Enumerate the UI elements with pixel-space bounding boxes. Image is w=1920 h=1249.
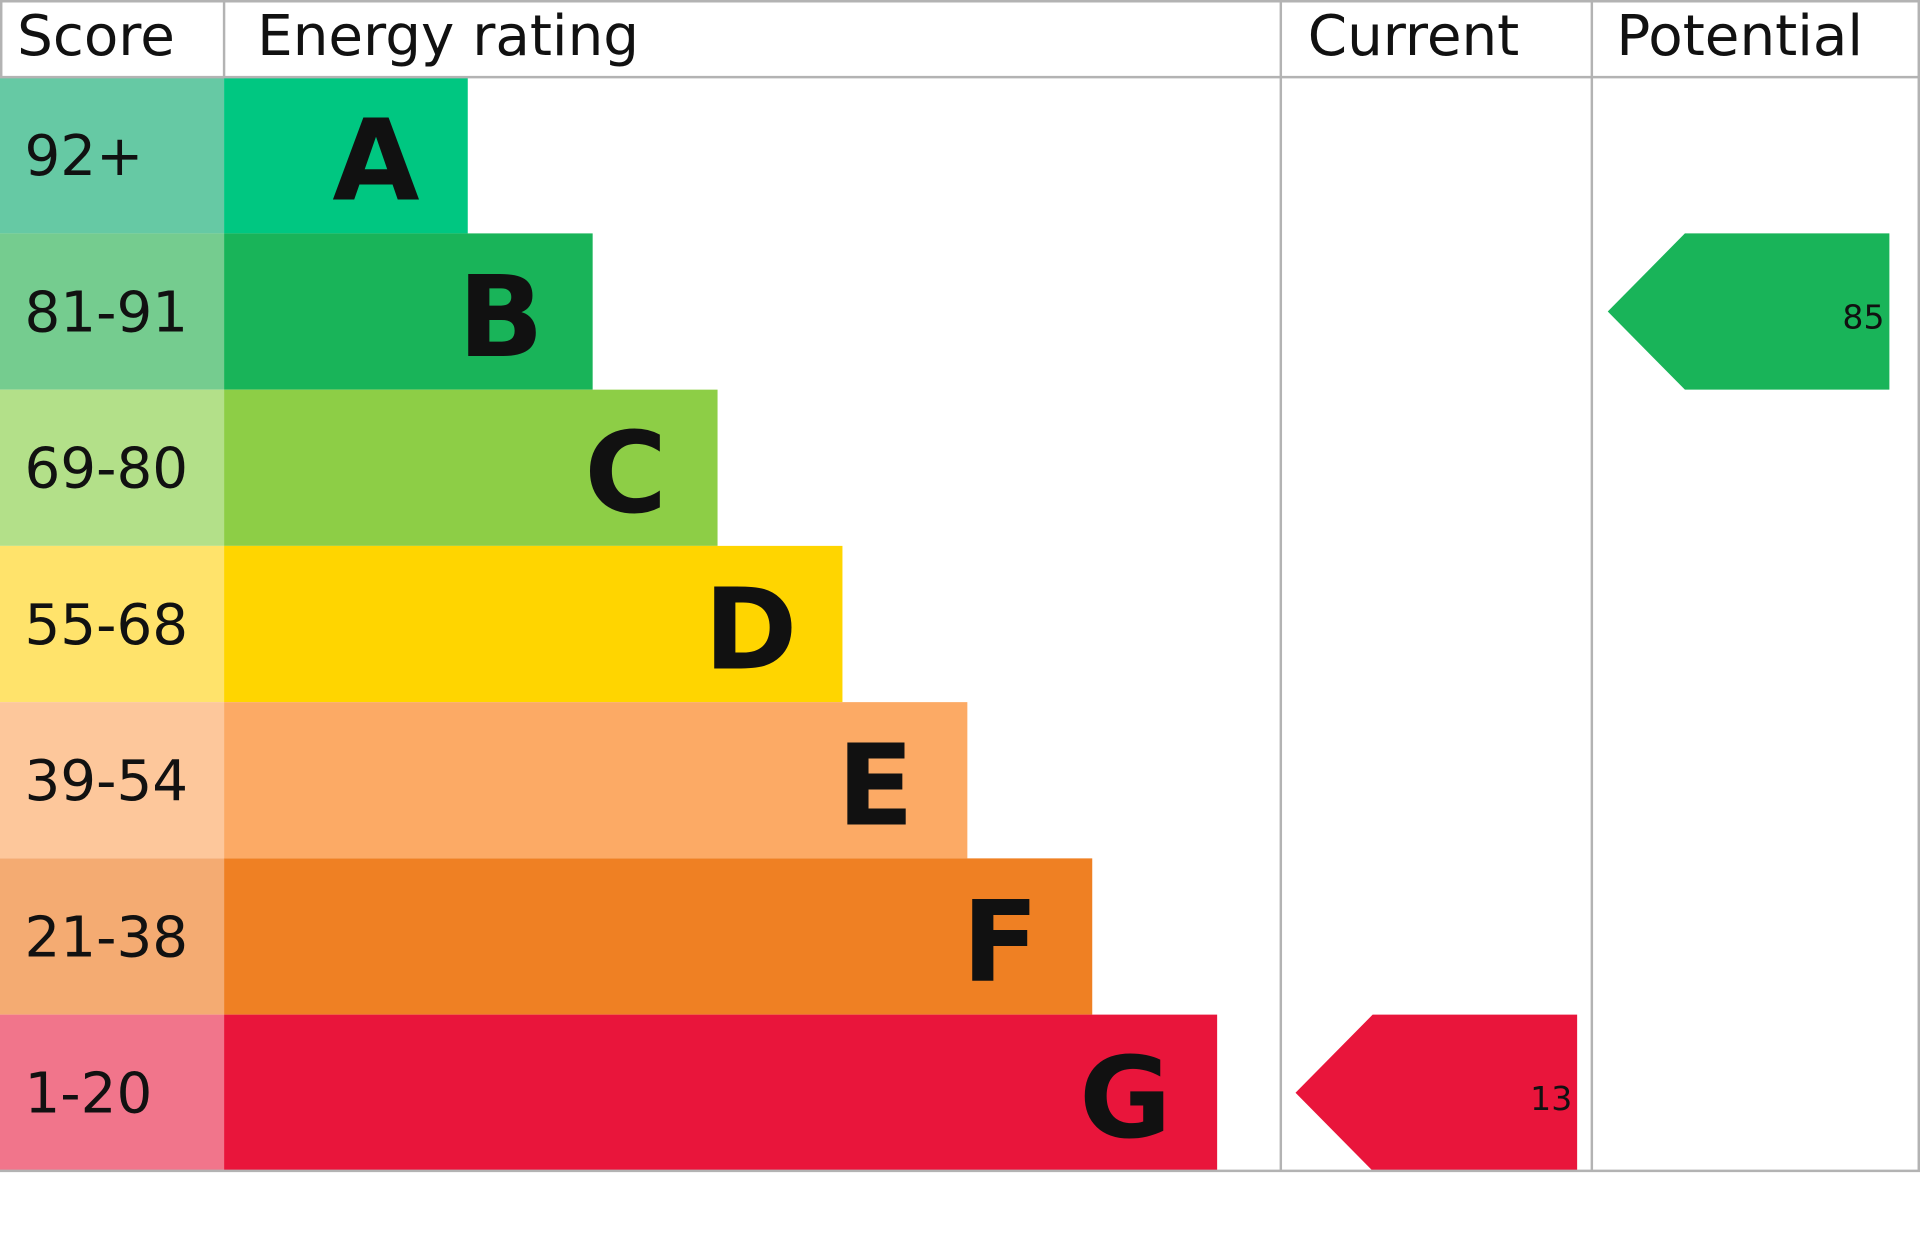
band-bar <box>224 702 968 859</box>
band-letter: E <box>837 720 914 852</box>
band-letter: C <box>584 407 667 539</box>
score-range: 39-54 <box>24 749 188 814</box>
band-letter: B <box>458 251 544 383</box>
band-bar <box>224 858 1093 1015</box>
header-current: Current <box>1308 4 1520 69</box>
band-bar <box>224 77 468 234</box>
band-letter: A <box>332 95 419 227</box>
score-cell <box>0 858 225 1015</box>
band-bar <box>224 1014 1218 1171</box>
score-range: 1-20 <box>24 1062 152 1127</box>
score-cell <box>0 545 225 703</box>
score-range: 21-38 <box>24 905 188 970</box>
band-bar <box>224 545 843 703</box>
header-potential: Potential <box>1616 4 1863 69</box>
band-bar <box>224 389 718 546</box>
current-value: 13 <box>1530 1079 1572 1118</box>
score-range: 69-80 <box>24 437 188 502</box>
potential-value: 85 <box>1842 298 1884 337</box>
score-cell <box>0 77 225 234</box>
header-rating: Energy rating <box>257 4 639 69</box>
score-cell <box>0 1014 225 1171</box>
score-range: 81-91 <box>24 280 188 345</box>
band-letter: F <box>962 876 1039 1008</box>
score-cell <box>0 233 225 390</box>
band-letter: D <box>704 563 798 695</box>
current-arrow <box>1295 1014 1578 1171</box>
score-range: 55-68 <box>24 593 188 658</box>
score-cell <box>0 702 225 859</box>
score-cell <box>0 389 225 546</box>
potential-arrow <box>1607 233 1890 390</box>
score-range: 92+ <box>24 124 143 189</box>
band-letter: G <box>1079 1032 1171 1164</box>
band-bar <box>224 233 593 390</box>
header-score: Score <box>17 4 175 69</box>
